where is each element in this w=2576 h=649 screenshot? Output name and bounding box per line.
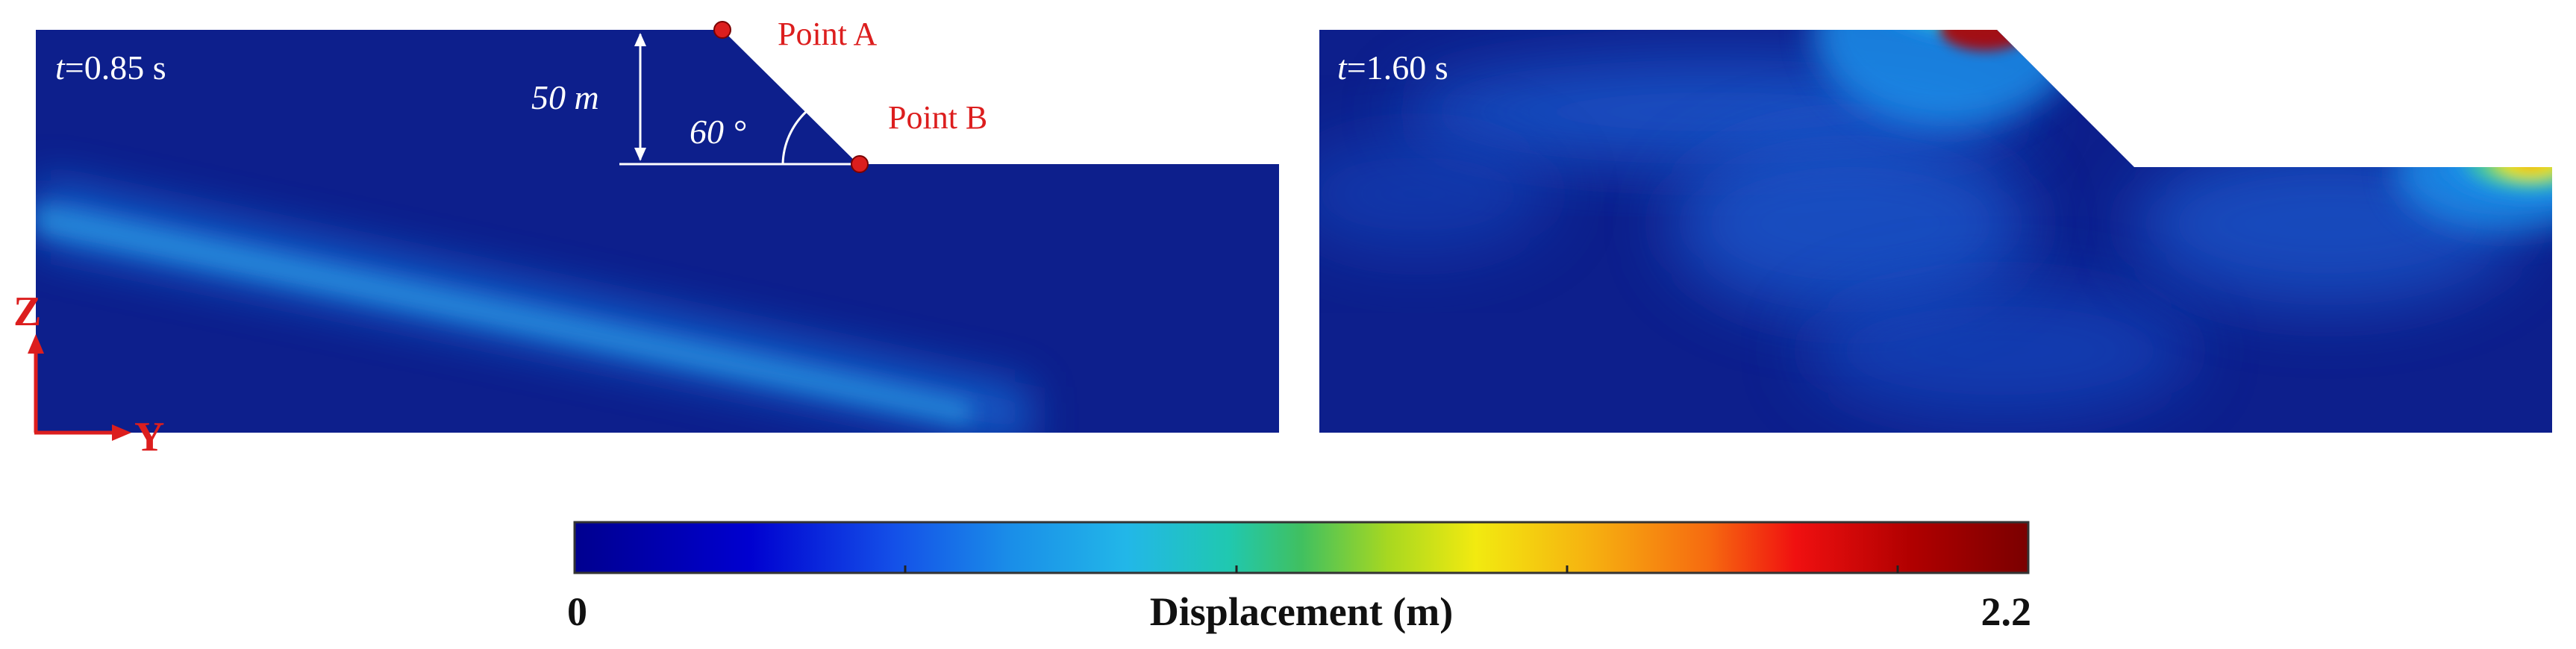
point-b-marker xyxy=(851,155,869,173)
diffuse-band-left xyxy=(1319,134,1552,254)
point-a-marker xyxy=(713,21,731,39)
colorbar-title: Displacement (m) xyxy=(1150,589,1453,634)
shear-wave-band-core xyxy=(36,203,970,425)
axes-triad: Z Y xyxy=(13,289,164,460)
z-axis-label: Z xyxy=(13,289,41,335)
wave-field-right xyxy=(1319,30,2552,418)
point-a-label: Point A xyxy=(778,16,877,52)
colorbar: 0 Displacement (m) 2.2 xyxy=(567,521,2032,634)
time-label-right: t=1.60 s xyxy=(1337,48,1448,87)
colorbar-min-label: 0 xyxy=(567,589,587,634)
y-axis-label: Y xyxy=(134,414,164,460)
angle-arc xyxy=(781,110,807,165)
colorbar-max-label: 2.2 xyxy=(1981,589,2032,634)
panel-left: t=0.85 s 50 m 60 ° Point A Point B Z Y xyxy=(13,16,1279,460)
colorbar-gradient-bar xyxy=(573,521,2030,574)
slope-domain-left xyxy=(36,30,1279,433)
dimension-arrow-up xyxy=(634,33,646,46)
diffuse-band-low xyxy=(1806,283,2194,418)
wave-field-left xyxy=(36,178,1030,433)
time-label-left: t=0.85 s xyxy=(55,48,166,87)
angle-label: 60 ° xyxy=(690,113,746,151)
crest-hotspot-core xyxy=(1940,30,2030,51)
diffuse-band-mid xyxy=(1672,134,2030,313)
point-b-label: Point B xyxy=(888,99,987,136)
dimension-arrow-down xyxy=(634,148,646,161)
z-axis-arrow xyxy=(28,334,44,354)
y-axis-arrow xyxy=(112,424,131,441)
panel-right: t=1.60 s xyxy=(1319,30,2552,433)
height-label: 50 m xyxy=(531,78,599,116)
